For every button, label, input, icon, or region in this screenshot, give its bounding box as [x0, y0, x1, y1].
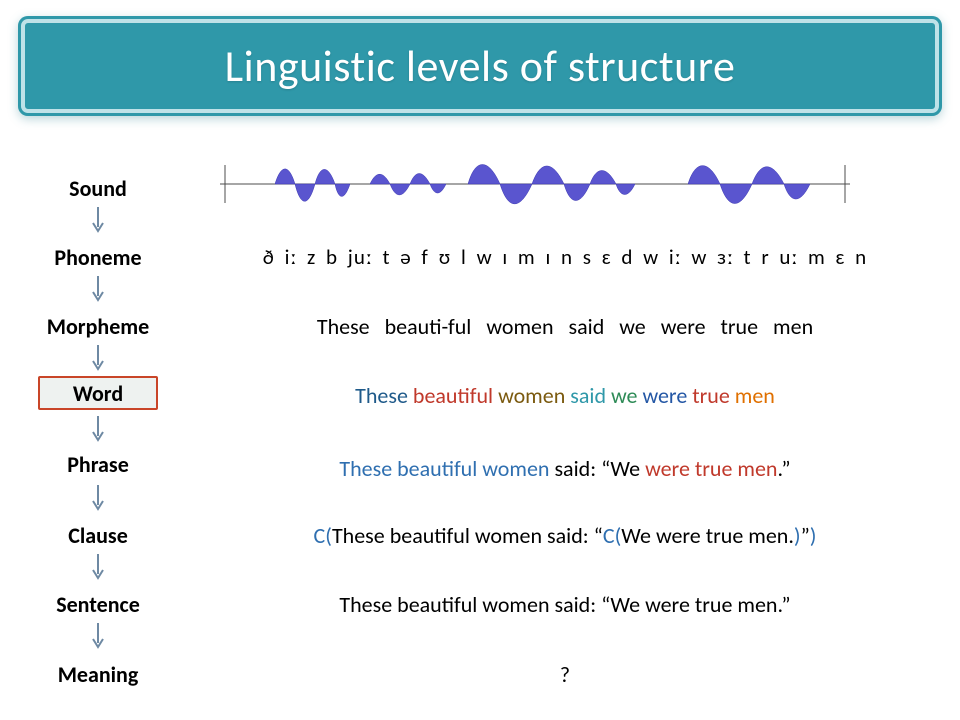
label-phrase: Phrase — [38, 451, 158, 478]
arrow-1 — [91, 205, 105, 235]
row-sentence: These beautiful women said: “We were tru… — [200, 591, 930, 618]
text-token: C( — [314, 522, 332, 549]
text-token — [370, 313, 385, 340]
text-token — [604, 313, 619, 340]
text-token — [706, 313, 721, 340]
text-token: beauti-ful — [385, 313, 472, 340]
row-phoneme: ð iː z b juː t ə f ʊ l w ɪ m ɪ n s ɛ d w… — [200, 244, 930, 270]
text-token — [471, 313, 486, 340]
text-token: true — [721, 313, 759, 340]
waveform-icon — [220, 155, 850, 213]
label-morpheme: Morpheme — [38, 313, 158, 340]
text-token: We were true men. — [621, 522, 794, 549]
text-token: we — [611, 382, 637, 409]
arrow-2 — [91, 274, 105, 304]
text-token: These beautiful women — [339, 455, 549, 482]
text-token — [758, 313, 773, 340]
text-token: said — [570, 382, 606, 409]
text-token: beautiful — [413, 382, 493, 409]
slide: Linguistic levels of structure Sound Pho… — [0, 0, 960, 720]
text-token: were — [661, 313, 706, 340]
row-morpheme: These beauti-ful women said we were true… — [200, 313, 930, 340]
label-sound: Sound — [38, 175, 158, 202]
text-token: : “ — [590, 455, 610, 482]
text-token: we — [619, 313, 645, 340]
text-token: These beautiful women said: “ — [332, 522, 603, 549]
text-token: women — [486, 313, 553, 340]
label-word: Word — [73, 380, 123, 407]
text-token: These — [317, 313, 370, 340]
arrow-5 — [91, 483, 105, 513]
text-token: women — [498, 382, 565, 409]
label-sentence: Sentence — [38, 591, 158, 618]
text-token: ) — [810, 522, 817, 549]
title-text: Linguistic levels of structure — [225, 39, 736, 93]
text-token: ” — [801, 522, 810, 549]
title-box: Linguistic levels of structure — [18, 16, 942, 116]
text-token: said — [569, 313, 605, 340]
text-token: .” — [777, 455, 790, 482]
row-word: These beautiful women said we were true … — [200, 382, 930, 409]
text-token — [554, 313, 569, 340]
row-phrase: These beautiful women said: “We were tru… — [200, 455, 930, 482]
text-token: We — [610, 455, 645, 482]
row-clause: C(These beautiful women said: “C(We were… — [200, 522, 930, 549]
text-token: true — [692, 382, 730, 409]
text-token: C( — [603, 522, 621, 549]
label-phoneme: Phoneme — [38, 244, 158, 271]
label-meaning: Meaning — [38, 661, 158, 688]
text-token: men — [773, 313, 813, 340]
text-token: were — [642, 382, 687, 409]
arrow-4 — [91, 414, 105, 444]
text-token: ) — [794, 522, 801, 549]
row-meaning: ? — [200, 661, 930, 688]
text-token: were — [645, 455, 690, 482]
text-token: said — [554, 455, 590, 482]
text-token: These — [355, 382, 408, 409]
arrow-3 — [91, 343, 105, 373]
text-token — [646, 313, 661, 340]
text-token: true men — [695, 455, 778, 482]
text-token: men — [735, 382, 775, 409]
arrow-7 — [91, 621, 105, 651]
arrow-6 — [91, 552, 105, 582]
label-clause: Clause — [38, 522, 158, 549]
label-word-box: Word — [38, 376, 158, 410]
